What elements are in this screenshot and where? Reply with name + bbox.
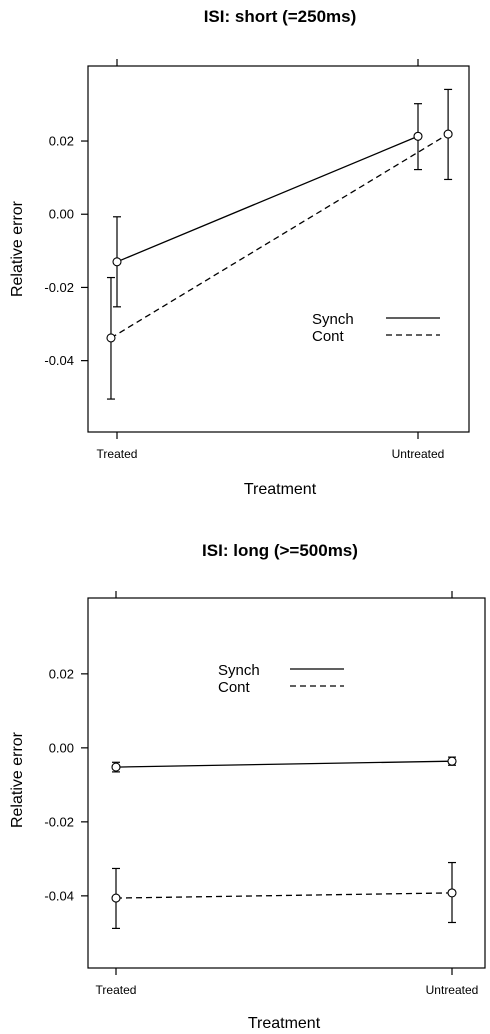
series-layer [106, 88, 453, 400]
series-line-synch [115, 760, 453, 768]
data-point-cont [443, 129, 453, 139]
plot-frame [87, 597, 486, 969]
data-point-synch [111, 762, 121, 772]
data-point-cont [111, 893, 121, 903]
x-axis-ticks: Treated Untreated [96, 591, 479, 997]
x-tick-label: Treated [97, 447, 138, 461]
y-tick-label: 0.00 [49, 740, 74, 755]
y-tick-label: -0.04 [44, 353, 74, 368]
series-layer [111, 756, 457, 930]
x-tick-label: Untreated [426, 983, 479, 997]
x-tick-label: Untreated [392, 447, 445, 461]
series-line-cont [115, 892, 453, 899]
series-line-cont [110, 133, 449, 339]
y-tick-label: 0.02 [49, 134, 74, 149]
x-axis-label: Treatment [248, 1015, 321, 1032]
data-point-synch [413, 131, 423, 141]
y-axis-label: Relative error [9, 200, 26, 297]
y-axis-ticks: -0.04 -0.02 0.00 0.02 [44, 666, 88, 903]
chart-title: ISI: long (>=500ms) [202, 541, 358, 560]
legend-label-synch: Synch [312, 311, 354, 328]
x-axis-ticks: Treated Untreated [97, 59, 445, 461]
chart-panel-short-isi: ISI: short (=250ms) -0.04 -0.02 0.00 0.02 T… [9, 7, 470, 498]
data-point-cont [106, 333, 116, 343]
data-point-synch [447, 756, 457, 766]
legend-label-cont: Cont [218, 679, 251, 696]
series-line-synch [116, 135, 419, 263]
y-tick-label: 0.02 [49, 666, 74, 681]
legend: Synch Cont [218, 662, 344, 696]
y-axis-ticks: -0.04 -0.02 0.00 0.02 [44, 134, 88, 368]
y-tick-label: -0.02 [44, 280, 74, 295]
y-tick-label: -0.04 [44, 888, 74, 903]
y-tick-label: 0.00 [49, 207, 74, 222]
legend: Synch Cont [312, 311, 440, 345]
plot-frame [87, 65, 470, 433]
x-tick-label: Treated [96, 983, 137, 997]
legend-label-cont: Cont [312, 328, 345, 345]
y-axis-label: Relative error [9, 731, 26, 828]
x-axis-label: Treatment [244, 481, 317, 498]
data-point-cont [447, 888, 457, 898]
chart-title: ISI: short (=250ms) [204, 7, 357, 26]
legend-label-synch: Synch [218, 662, 260, 679]
y-tick-label: -0.02 [44, 814, 74, 829]
data-point-synch [112, 257, 122, 267]
chart-panel-long-isi: ISI: long (>=500ms) -0.04 -0.02 0.00 0.02 T… [9, 541, 486, 1032]
